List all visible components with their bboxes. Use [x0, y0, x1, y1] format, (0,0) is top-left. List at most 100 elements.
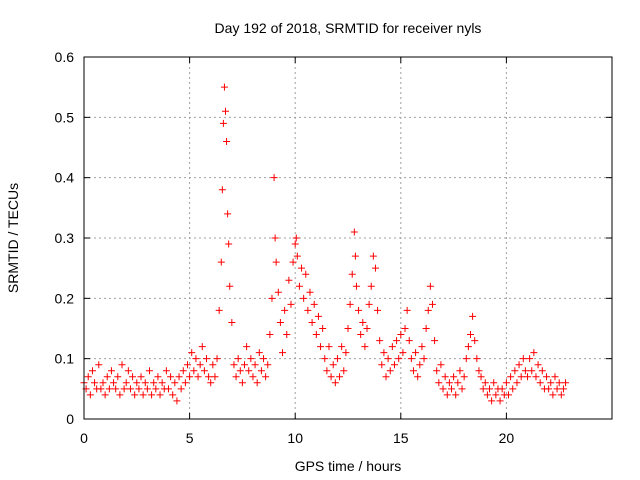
data-point: [247, 355, 255, 363]
data-point: [276, 318, 284, 326]
data-point: [477, 373, 485, 381]
data-point: [534, 361, 542, 369]
y-tick-label: 0.2: [55, 290, 75, 306]
data-point: [365, 300, 373, 308]
data-point: [464, 343, 472, 351]
data-point: [376, 337, 384, 345]
data-point: [416, 361, 424, 369]
data-point: [505, 391, 513, 399]
data-point: [456, 367, 464, 375]
data-point: [507, 373, 515, 381]
data-point: [371, 264, 379, 272]
data-point: [228, 318, 236, 326]
data-point: [511, 367, 519, 375]
data-point: [414, 373, 422, 381]
data-point: [452, 391, 460, 399]
data-point: [207, 379, 215, 387]
data-point: [483, 391, 491, 399]
data-point: [374, 306, 382, 314]
y-tick-label: 0.4: [55, 170, 75, 186]
data-point: [486, 385, 494, 393]
data-point: [547, 379, 555, 387]
data-point: [105, 385, 113, 393]
data-point: [186, 373, 194, 381]
data-point: [428, 300, 436, 308]
data-point: [549, 391, 557, 399]
data-point: [515, 361, 523, 369]
data-point: [112, 385, 120, 393]
data-point: [361, 343, 369, 351]
data-point: [479, 385, 487, 393]
data-point: [133, 379, 141, 387]
data-point: [236, 367, 244, 375]
data-point: [209, 361, 217, 369]
data-point: [403, 306, 411, 314]
data-point: [352, 282, 360, 290]
data-point: [268, 294, 276, 302]
data-point: [557, 391, 565, 399]
data-point: [292, 234, 300, 242]
data-point: [532, 373, 540, 381]
data-point: [401, 325, 409, 332]
data-point: [441, 373, 449, 381]
data-point: [183, 361, 191, 369]
data-point: [384, 355, 392, 363]
data-point: [116, 391, 124, 399]
data-point: [340, 367, 348, 375]
data-point: [281, 306, 289, 314]
x-axis-label: GPS time / hours: [295, 458, 402, 474]
data-point: [519, 355, 527, 363]
data-point: [450, 373, 458, 381]
data-point: [260, 355, 268, 363]
data-point: [475, 367, 483, 375]
data-point: [420, 355, 428, 363]
data-point: [524, 373, 532, 381]
data-point: [135, 385, 143, 393]
data-point: [380, 349, 388, 357]
data-point: [509, 385, 517, 393]
data-point: [502, 379, 510, 387]
data-point: [287, 300, 295, 308]
data-point: [338, 343, 346, 351]
data-point: [562, 379, 570, 387]
data-point: [139, 391, 147, 399]
data-point: [466, 331, 474, 339]
data-point: [126, 385, 134, 393]
x-tick-label: 0: [80, 430, 88, 446]
data-point: [333, 355, 341, 363]
data-point: [350, 228, 358, 236]
data-point: [255, 349, 263, 357]
data-point: [412, 349, 420, 357]
data-point: [101, 391, 109, 399]
data-point: [348, 270, 356, 278]
x-tick-label: 5: [186, 430, 194, 446]
data-point: [213, 355, 221, 363]
data-point: [110, 379, 118, 387]
data-point: [302, 270, 310, 278]
data-point: [262, 373, 270, 381]
data-point: [190, 367, 198, 375]
data-point: [496, 397, 504, 405]
data-point: [152, 385, 160, 393]
data-point: [310, 300, 318, 308]
data-point: [192, 355, 200, 363]
data-point: [312, 331, 320, 339]
data-point: [177, 385, 185, 393]
data-point: [154, 373, 162, 381]
data-point: [219, 119, 227, 127]
data-point: [528, 367, 536, 375]
data-point: [200, 367, 208, 375]
data-point: [225, 240, 233, 248]
data-point: [469, 312, 477, 320]
data-point: [114, 373, 122, 381]
data-point: [91, 379, 99, 387]
data-point: [124, 367, 132, 375]
data-point: [498, 385, 506, 393]
y-axis-label: SRMTID / TECUs: [5, 183, 21, 293]
data-point: [99, 379, 107, 387]
data-point: [481, 379, 489, 387]
data-point: [513, 379, 521, 387]
data-point: [205, 373, 213, 381]
data-point: [270, 174, 278, 182]
data-point: [445, 379, 453, 387]
